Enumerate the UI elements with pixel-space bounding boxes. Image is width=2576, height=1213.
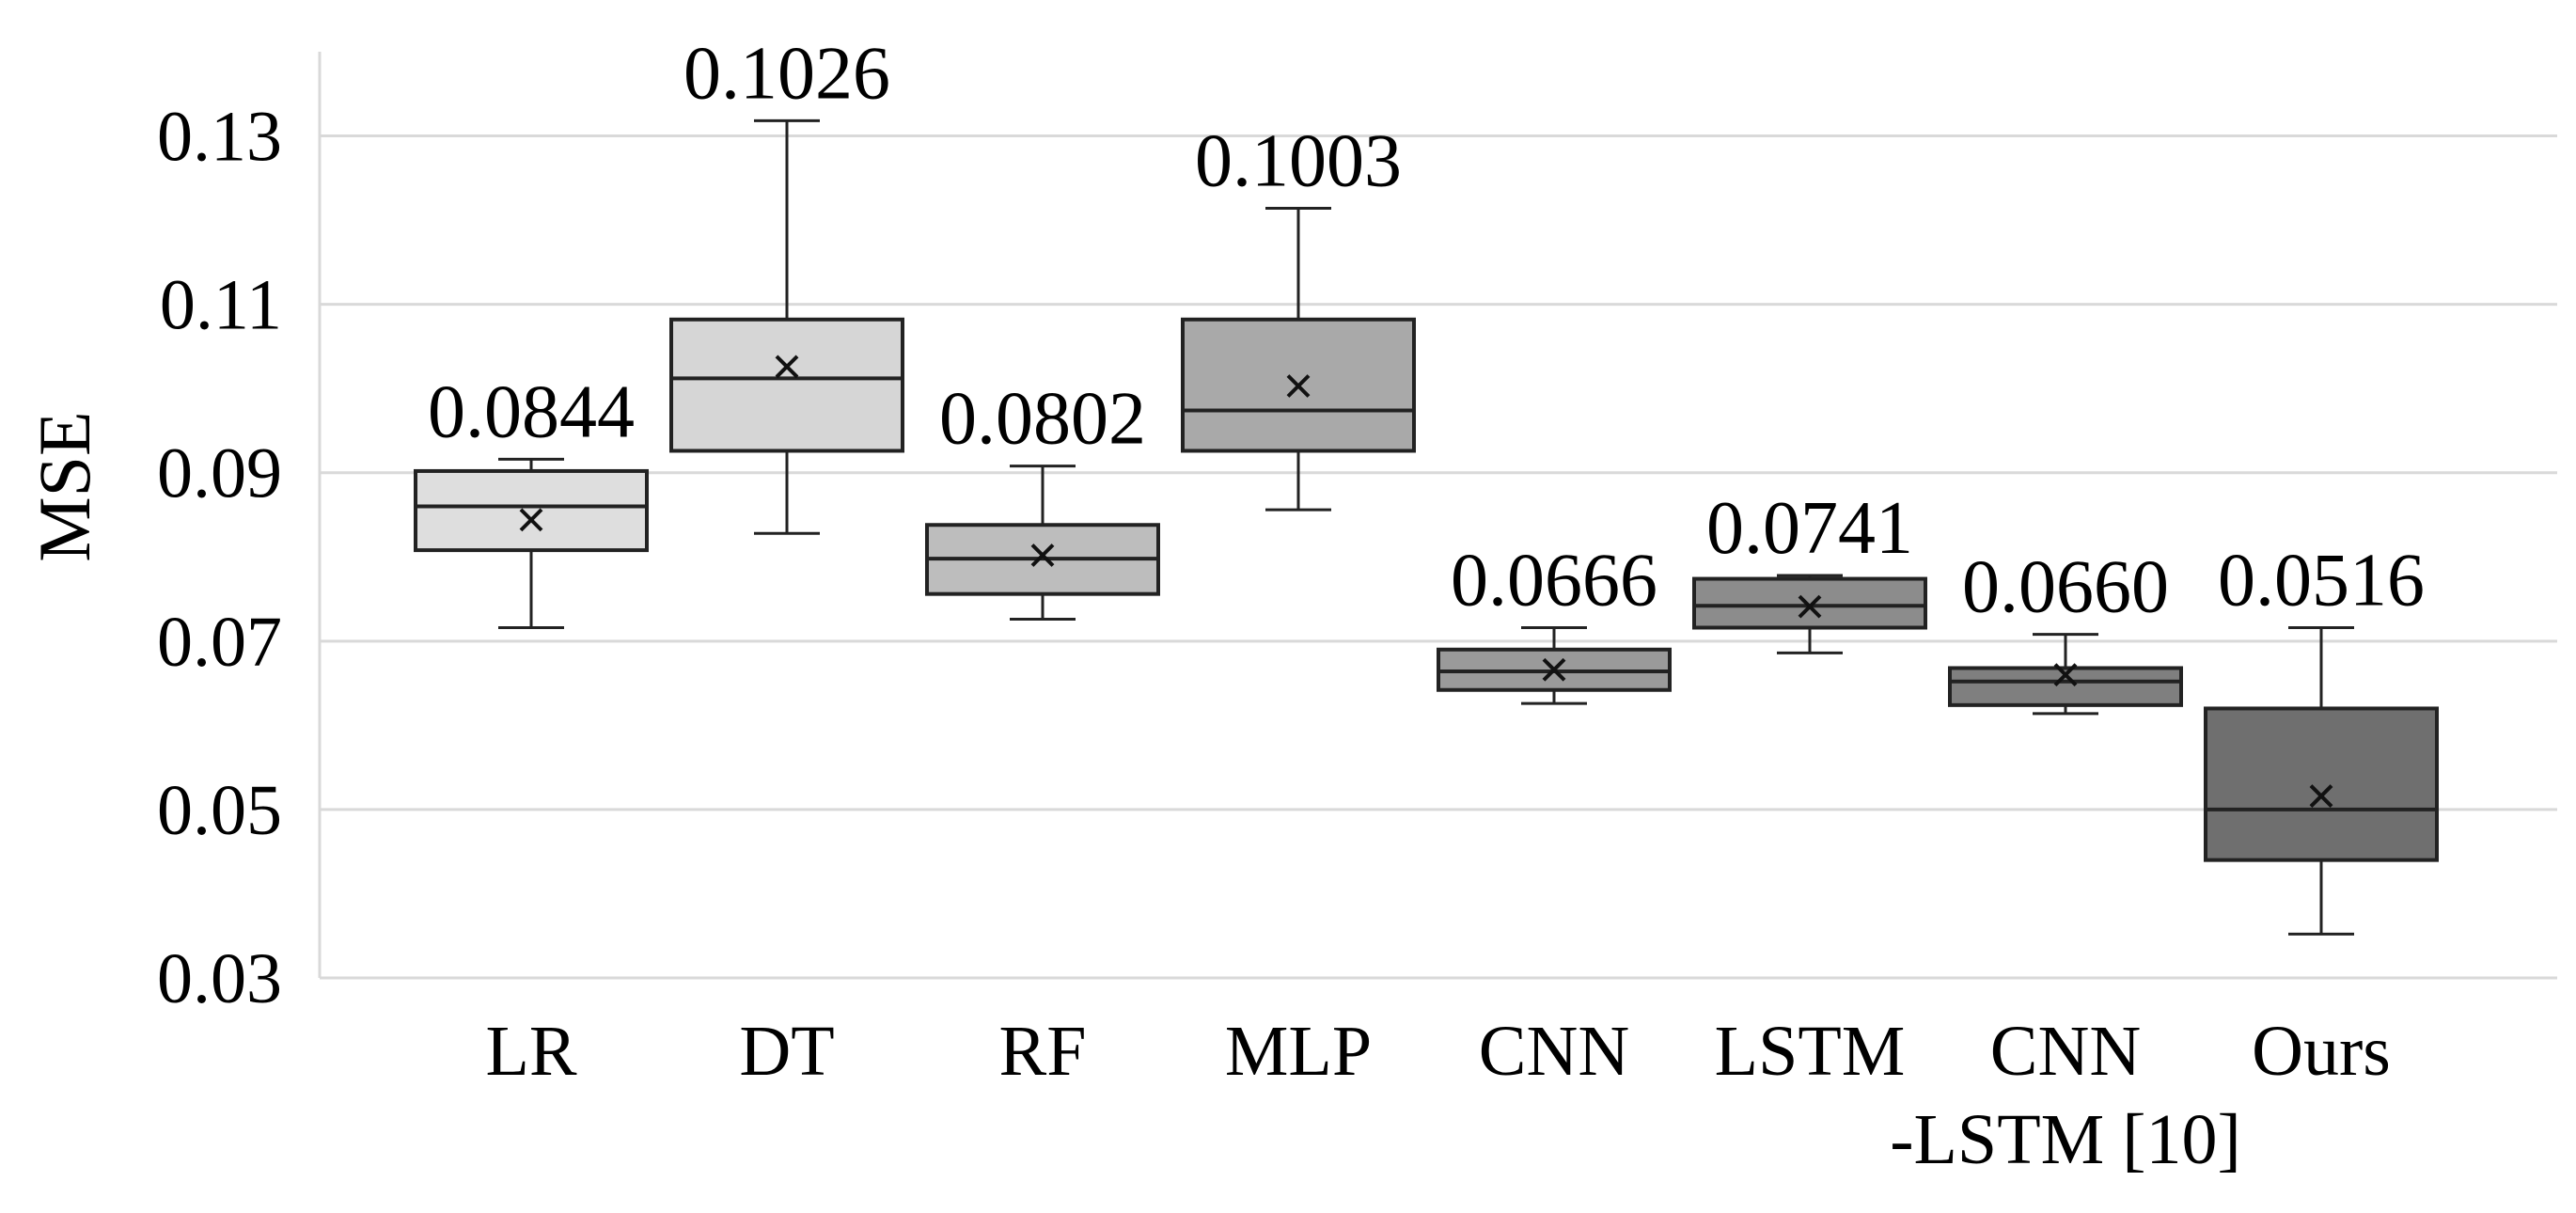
y-tick-label: 0.07 [157, 603, 282, 682]
mean-value-label: 0.0741 [1706, 487, 1913, 570]
y-tick-label: 0.09 [157, 434, 282, 513]
category-label: DT [739, 1012, 834, 1091]
category-label: -LSTM [10] [1890, 1100, 2241, 1179]
mean-marker [1030, 543, 1055, 567]
y-axis-title: MSE [24, 411, 105, 561]
category-label: MLP [1225, 1012, 1372, 1091]
mean-value-label: 0.1003 [1195, 120, 1402, 203]
box-group [1692, 574, 1927, 654]
iqr-box [2204, 706, 2439, 862]
box-group [2204, 625, 2439, 936]
y-tick-label: 0.05 [157, 771, 282, 850]
box-group [1437, 625, 1672, 705]
y-tick-label: 0.03 [157, 939, 282, 1018]
category-label: Ours [2252, 1012, 2391, 1091]
mean-value-label: 0.0660 [1962, 546, 2169, 629]
iqr-box [1948, 666, 2183, 707]
y-tick-label: 0.13 [157, 98, 282, 177]
category-label: LR [485, 1012, 576, 1091]
iqr-box [1692, 576, 1927, 630]
box-group [669, 118, 904, 535]
boxes [414, 118, 2439, 936]
mean-value-label: 0.0802 [939, 378, 1146, 461]
box-group [414, 457, 649, 629]
mean-value-label: 0.0516 [2218, 539, 2425, 622]
mean-marker [1542, 657, 1566, 682]
grid-lines [320, 134, 2557, 980]
category-label: CNN [1479, 1012, 1629, 1091]
category-label: CNN [1990, 1012, 2141, 1091]
iqr-box [414, 468, 649, 553]
category-label: LSTM [1715, 1012, 1906, 1091]
box-group [1948, 633, 2183, 716]
mean-marker [1798, 594, 1822, 619]
mean-marker [2053, 663, 2078, 687]
mean-value-label: 0.0844 [428, 370, 635, 453]
mean-marker [775, 354, 799, 379]
y-tick-label: 0.11 [160, 266, 282, 345]
category-label: RF [999, 1012, 1087, 1091]
mean-value-label: 0.1026 [683, 32, 890, 115]
labels: 0.03 0.05 0.07 0.09 0.11 0.13 0.0844 LR 0.1026 DT… [157, 32, 2425, 1179]
mean-marker [2309, 784, 2333, 808]
mean-value-label: 0.0666 [1451, 539, 1657, 622]
box-group [1181, 207, 1416, 512]
mean-marker [519, 508, 543, 532]
iqr-box [669, 317, 904, 453]
mean-marker [1286, 374, 1311, 398]
box-group [925, 465, 1160, 622]
